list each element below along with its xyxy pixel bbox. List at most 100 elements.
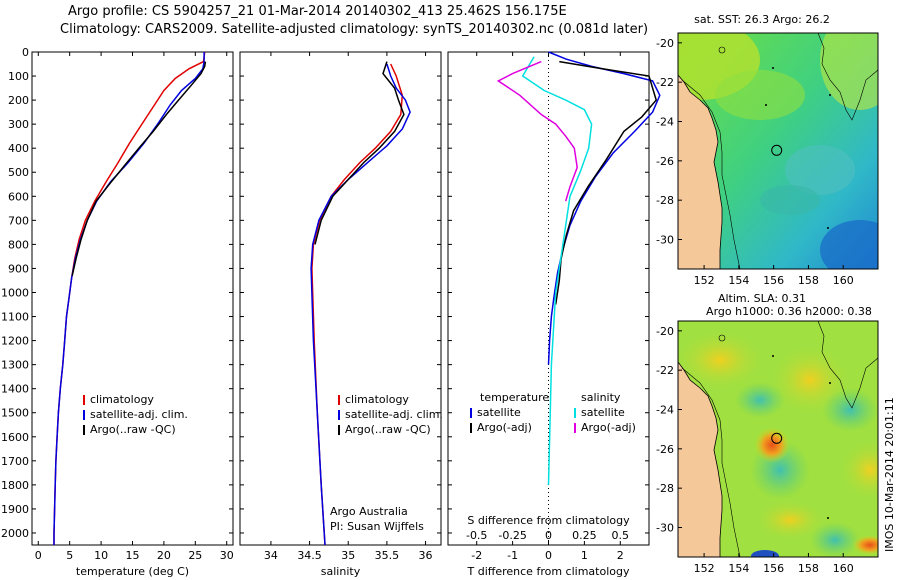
sst_map-ytick-label: -24: [656, 116, 674, 129]
diff-legend-right-entry: Argo(-adj): [581, 421, 636, 434]
diff-legend-right-entry: satellite: [581, 406, 625, 419]
diff-s-tick-label: 0: [545, 529, 552, 542]
sla_map-xtick-label: 158: [798, 562, 819, 575]
depth-tick-label: 1300: [1, 359, 29, 372]
sla_map-ytick-label: -22: [656, 364, 674, 377]
depth-tick-label: 0: [22, 46, 29, 59]
sla_map-xtick-label: 152: [694, 562, 715, 575]
sal-series-climatology: [311, 63, 404, 546]
diff-xtick-label: -1: [507, 549, 518, 562]
sal-series-satellite-adj-clim-: [310, 63, 411, 546]
sst-map-title: sat. SST: 26.3 Argo: 26.2: [694, 13, 830, 26]
sal-annotation-line1: Argo Australia: [330, 505, 408, 518]
temp-panel: 0 5 10 15 20 25 30 temperature (deg C) 0 100 200 30…: [1, 46, 234, 578]
depth-tick-label: 1200: [1, 335, 29, 348]
sla_map-ytick-label: -24: [656, 404, 674, 417]
sal-legend-entry: Argo(..raw -QC): [345, 423, 431, 436]
sst-map-image: [678, 33, 878, 269]
temp-xtick-label: 0: [35, 549, 42, 562]
depth-tick-label: 2000: [1, 527, 29, 540]
depth-tick-label: 1700: [1, 455, 29, 468]
depth-tick-label: 400: [8, 142, 29, 155]
sla-argo-position-marker: [771, 432, 783, 444]
diff-legend-left-entry: satellite: [477, 406, 521, 419]
sal-xtick-label: 35: [341, 549, 355, 562]
depth-tick-label: 1900: [1, 503, 29, 516]
depth-tick-label: 100: [8, 70, 29, 83]
diff-xtick-label: -2: [471, 549, 482, 562]
sst_map-ytick-label: -30: [656, 234, 674, 247]
diff-legend-right-title: salinity: [581, 391, 621, 404]
sst_map-ytick-label: -22: [656, 76, 674, 89]
depth-tick-label: 1000: [1, 286, 29, 299]
depth-tick-label: 200: [8, 94, 29, 107]
sla_map-ytick-label: -28: [656, 482, 674, 495]
diff-series-t-satellite: [547, 51, 661, 365]
sst_map-ytick-label: -20: [656, 37, 674, 50]
depth-tick-label: 1800: [1, 479, 29, 492]
diff-legend-left-entry: Argo(-adj): [477, 421, 532, 434]
figure-title-line1: Argo profile: CS 5904257_21 01-Mar-2014 …: [68, 4, 567, 19]
diff-xtick-label: 1: [581, 549, 588, 562]
sal-xtick-label: 36: [419, 549, 433, 562]
diff-s-tick-label: 0.25: [572, 529, 597, 542]
sla_map-ytick-label: -26: [656, 443, 674, 456]
depth-tick-label: 300: [8, 118, 29, 131]
sal-frame: [239, 51, 442, 546]
temp-xlabel: temperature (deg C): [76, 565, 189, 578]
temp-xtick-label: 30: [220, 549, 234, 562]
diff-xtick-label: 2: [617, 549, 624, 562]
diff-series-s-satellite: [521, 56, 593, 485]
sal-xtick-label: 34: [264, 549, 278, 562]
sst_map-xtick-label: 154: [728, 274, 749, 287]
depth-tick-label: 500: [8, 166, 29, 179]
depth-tick-label: 900: [8, 262, 29, 275]
sla-map-title-line1: Altim. SLA: 0.31: [718, 292, 806, 305]
sst_map-ytick-label: -26: [656, 155, 674, 168]
temp-frame: [31, 51, 234, 546]
temp-xtick-label: 25: [188, 549, 202, 562]
sal-annotation-line2: PI: Susan Wijffels: [330, 520, 424, 533]
temp-series-argo-raw-qc-: [71, 61, 207, 276]
temp-xtick-label: 10: [94, 549, 108, 562]
sla_map-ytick-label: -30: [656, 522, 674, 535]
temp-series-climatology: [53, 51, 206, 545]
temp-xtick-label: 20: [157, 549, 171, 562]
temp-xtick-label: 5: [66, 549, 73, 562]
sal-xtick-label: 34.5: [297, 549, 322, 562]
depth-tick-label: 1100: [1, 311, 29, 324]
depth-tick-label: 1600: [1, 431, 29, 444]
temp-legend-entry: Argo(..raw -QC): [90, 423, 176, 436]
diff-s-tick-label: -0.5: [466, 529, 487, 542]
sal-panel: 34 34.5 35 35.5 36 salinity: [239, 51, 442, 578]
sst_map-xtick-label: 156: [763, 274, 784, 287]
depth-tick-label: 700: [8, 214, 29, 227]
sla_map-xtick-label: 154: [728, 562, 749, 575]
sst_map-ytick-label: -28: [656, 194, 674, 207]
sst-argo-position-marker: [771, 144, 783, 156]
temp-series-satellite-adj-clim-: [53, 52, 205, 545]
sst_map-xtick-label: 152: [694, 274, 715, 287]
depth-tick-label: 800: [8, 238, 29, 251]
figure-title-line2: Climatology: CARS2009. Satellite-adjuste…: [60, 22, 649, 37]
imos-timestamp: IMOS 10-Mar-2014 20:01:11: [883, 397, 896, 552]
temp-xtick-label: 15: [126, 549, 140, 562]
sst_map-xtick-label: 160: [833, 274, 854, 287]
sla-land: [678, 361, 723, 557]
sal-series-argo-raw-qc-: [314, 61, 405, 245]
depth-tick-label: 600: [8, 190, 29, 203]
sst-land: [678, 74, 723, 269]
diff-xlabel: T difference from climatology: [467, 565, 630, 578]
diff-s-tick-label: 0.5: [612, 529, 630, 542]
diff-series-s-argo-adj-: [496, 60, 578, 202]
diff-s-tick-label: -0.25: [498, 529, 526, 542]
diff-xtick-label: 0: [545, 549, 552, 562]
sla_map-xtick-label: 160: [833, 562, 854, 575]
diff-s-xlabel: S difference from climatology: [467, 514, 630, 527]
sal-legend-entry: climatology: [345, 393, 409, 406]
depth-tick-label: 1500: [1, 407, 29, 420]
sal-xtick-label: 35.5: [375, 549, 400, 562]
sst_map-xtick-label: 158: [798, 274, 819, 287]
